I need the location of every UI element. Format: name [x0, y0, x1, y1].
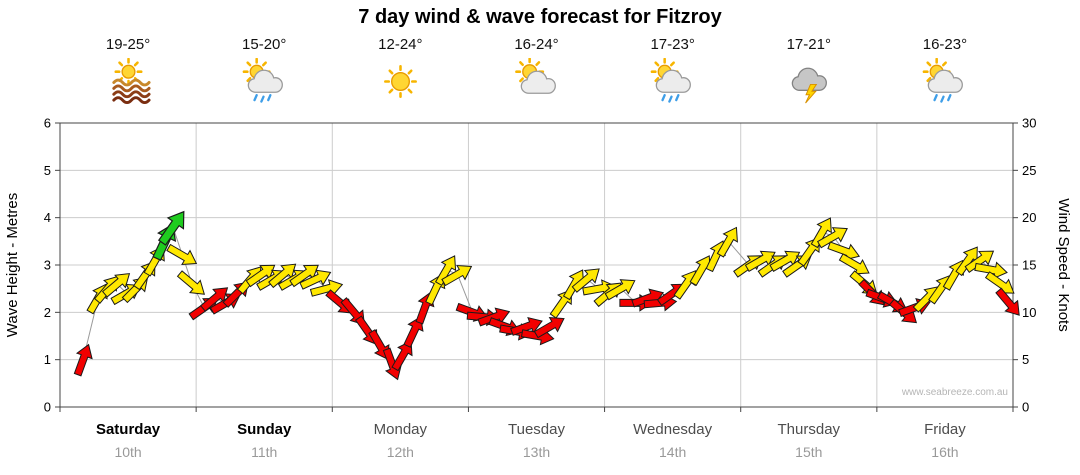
day-column-friday: 16-23° [883, 36, 1007, 110]
wind-arrow-shape [533, 317, 565, 339]
grid [60, 123, 1013, 407]
left-tick-label: 6 [44, 116, 51, 131]
wind-arrow-shape [101, 273, 131, 298]
left-tick-label: 0 [44, 400, 51, 415]
wind-arrow [441, 264, 473, 287]
right-axis-title: Wind Speed - Knots [1055, 198, 1072, 332]
wind-arrow-shape [157, 210, 185, 246]
chart-title: 7 day wind & wave forecast for Fitzroy [358, 6, 722, 28]
axis-ticks: 0 1 2 3 4 5 6 0 5 10 15 20 25 30 [44, 116, 1037, 415]
day-date: 10th [114, 444, 142, 460]
wind-arrow-shape [391, 340, 413, 372]
wind-arrow [176, 270, 206, 295]
wind-arrow [604, 279, 636, 301]
left-tick-label: 4 [44, 210, 51, 225]
right-tick-label: 15 [1022, 258, 1036, 273]
wind-arrow-shape [434, 255, 457, 287]
wind-arrow [817, 227, 848, 249]
wind-arrow-shape [995, 287, 1020, 316]
wind-arrow [810, 217, 832, 249]
day-date: 15th [795, 444, 823, 460]
wind-arrow-shape [73, 343, 93, 377]
wind-arrow [434, 255, 457, 287]
day-date: 12th [386, 444, 414, 460]
temp-range: 17-23° [650, 36, 695, 53]
day-column-monday: 12-24° [338, 36, 462, 110]
wind-arrow-shape [817, 227, 848, 249]
right-tick-label: 0 [1022, 400, 1029, 415]
right-tick-label: 5 [1022, 352, 1029, 367]
left-tick-label: 2 [44, 305, 51, 320]
wind-arrow [299, 269, 332, 290]
day-column-tuesday: 16-24° [475, 36, 599, 110]
wind-arrow [101, 273, 131, 298]
wind-arrow [533, 317, 565, 339]
wind-arrow-shape [403, 315, 424, 348]
sun-cloud-icon [515, 57, 556, 94]
right-tick-label: 30 [1022, 116, 1036, 131]
left-tick-label: 3 [44, 258, 51, 273]
wind-arrow-shape [571, 268, 600, 293]
day-column-wednesday: 17-23° [611, 36, 735, 110]
temp-range: 15-20° [242, 36, 287, 53]
storm-icon [791, 67, 828, 104]
wind-arrow-shape [810, 217, 832, 249]
left-tick-label: 5 [44, 163, 51, 178]
wind-arrow-shape [441, 264, 473, 287]
day-column-saturday: 19-25° [66, 36, 190, 110]
day-name: Wednesday [633, 421, 713, 438]
right-tick-label: 10 [1022, 305, 1036, 320]
sun-waves-icon [111, 57, 151, 105]
wind-arrow [964, 250, 995, 274]
temp-range: 19-25° [105, 36, 151, 53]
wind-arrow [403, 315, 424, 348]
sun-icon [383, 65, 417, 98]
day-date: 11th [251, 444, 278, 460]
wind-arrow-shape [964, 250, 995, 274]
day-date: 14th [659, 444, 687, 460]
sun-cloud-rain-icon [923, 57, 964, 103]
left-tick-label: 1 [44, 352, 51, 367]
right-tick-label: 25 [1022, 163, 1036, 178]
temp-range: 16-23° [922, 36, 968, 53]
wind-arrow-shape [604, 279, 636, 301]
day-column-sunday: 15-20° [202, 36, 326, 110]
wind-arrow [166, 243, 198, 266]
temp-range: 17-21° [786, 36, 831, 53]
day-name: Saturday [95, 421, 161, 438]
day-date: 13th [522, 444, 551, 460]
wind-arrow [73, 343, 93, 377]
left-axis-title: Wave Height - Metres [4, 192, 21, 338]
wind-arrow-shape [166, 243, 198, 266]
wind-arrows [73, 210, 1020, 381]
right-tick-label: 20 [1022, 210, 1036, 225]
wind-arrow [391, 340, 413, 372]
wind-arrow [995, 287, 1020, 316]
sun-cloud-rain-icon [242, 57, 283, 103]
day-name: Sunday [237, 421, 292, 438]
temp-range: 12-24° [378, 36, 423, 53]
wind-arrow-shape [299, 269, 332, 290]
day-column-thursday: 17-21° [747, 36, 871, 110]
day-name: Tuesday [508, 421, 565, 438]
day-name: Monday [373, 421, 428, 438]
wind-arrow [571, 268, 600, 293]
day-name: Thursday [777, 421, 841, 438]
sun-cloud-rain-icon [650, 57, 692, 103]
wind-arrow [157, 210, 185, 246]
day-date: 16th [931, 444, 959, 460]
day-name: Friday [924, 421, 966, 438]
wind-arrow [716, 226, 738, 258]
wind-arrow-shape [176, 270, 206, 295]
temp-range: 16-24° [514, 36, 559, 53]
wind-arrow-shape [716, 226, 738, 258]
watermark: www.seabreeze.com.au [901, 387, 1008, 398]
